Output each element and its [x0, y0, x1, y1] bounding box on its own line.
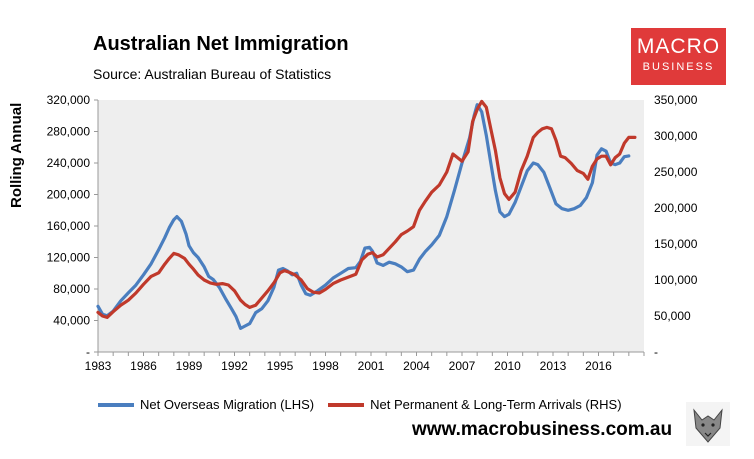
legend-item-npla: Net Permanent & Long-Term Arrivals (RHS)	[328, 397, 622, 412]
y-left-tick-label: 240,000	[47, 156, 91, 170]
axes	[94, 99, 645, 356]
chart-title: Australian Net Immigration	[93, 33, 349, 55]
y-left-tick-label: 160,000	[47, 219, 91, 233]
y-right-tick-label: 50,000	[654, 309, 691, 323]
y-right-tick-label: 350,000	[654, 93, 698, 107]
x-tick-label: 1986	[130, 359, 157, 373]
y-right-tick-label: 100,000	[654, 273, 698, 287]
legend-item-nom: Net Overseas Migration (LHS)	[98, 397, 314, 412]
legend-swatch-npla	[328, 402, 365, 407]
legend-label-npla: Net Permanent & Long-Term Arrivals (RHS)	[370, 397, 622, 412]
series-line-nom	[96, 103, 631, 330]
series-lines	[96, 99, 637, 330]
x-tick-label: 1992	[221, 359, 248, 373]
x-tick-label: 2016	[585, 359, 612, 373]
wolf-icon	[686, 402, 730, 446]
x-tick-label: 1995	[267, 359, 294, 373]
legend-label-nom: Net Overseas Migration (LHS)	[140, 397, 315, 412]
y-left-tick-label: 120,000	[47, 251, 91, 265]
x-tick-label: 2007	[449, 359, 476, 373]
logo-line1: MACRO	[636, 35, 721, 58]
x-tick-label: 1989	[176, 359, 203, 373]
logo-line2: BUSINESS	[642, 61, 715, 73]
y-right-tick-label: 250,000	[654, 165, 698, 179]
x-tick-label: 2004	[403, 359, 430, 373]
y-right-tick-label: 200,000	[654, 201, 698, 215]
y-left-tick-label: 80,000	[53, 282, 90, 296]
series-line-npla	[96, 99, 637, 319]
x-tick-label: 2001	[358, 359, 385, 373]
y-right-tick-label: 300,000	[654, 129, 698, 143]
y-left-tick-label: 280,000	[47, 125, 91, 139]
legend: Net Overseas Migration (LHS) Net Permane…	[98, 397, 636, 412]
website-url: www.macrobusiness.com.au	[412, 419, 673, 440]
legend-swatch-nom	[98, 402, 134, 407]
y-left-tick-label: 320,000	[47, 93, 91, 107]
y-right-tick-label: 150,000	[654, 237, 698, 251]
y-left-tick-label: -	[86, 345, 90, 359]
x-tick-label: 1998	[312, 359, 339, 373]
macrobusiness-logo: MACRO BUSINESS	[631, 28, 726, 85]
y-left-tick-label: 40,000	[53, 314, 90, 328]
x-tick-label: 1983	[85, 359, 112, 373]
plot-area	[98, 100, 644, 352]
tick-labels: - 40,000 80,000 120,000 160,000 200,000 240,00…	[47, 93, 698, 373]
chart-source: Source: Australian Bureau of Statistics	[93, 66, 332, 82]
x-tick-label: 2010	[494, 359, 521, 373]
y-left-tick-label: 200,000	[47, 188, 91, 202]
x-tick-label: 2013	[540, 359, 567, 373]
y-right-tick-label: -	[654, 345, 658, 359]
